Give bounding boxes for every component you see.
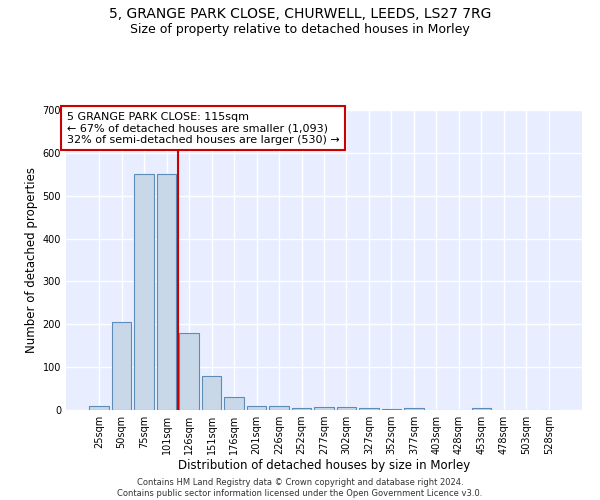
X-axis label: Distribution of detached houses by size in Morley: Distribution of detached houses by size … <box>178 458 470 471</box>
Bar <box>247 406 266 410</box>
Bar <box>112 322 131 410</box>
Bar <box>292 408 311 410</box>
Bar <box>337 406 356 410</box>
Bar <box>179 333 199 410</box>
Bar <box>157 174 176 410</box>
Text: 5, GRANGE PARK CLOSE, CHURWELL, LEEDS, LS27 7RG: 5, GRANGE PARK CLOSE, CHURWELL, LEEDS, L… <box>109 8 491 22</box>
Bar <box>224 397 244 410</box>
Bar <box>359 408 379 410</box>
Text: 5 GRANGE PARK CLOSE: 115sqm
← 67% of detached houses are smaller (1,093)
32% of : 5 GRANGE PARK CLOSE: 115sqm ← 67% of det… <box>67 112 340 144</box>
Bar <box>134 174 154 410</box>
Text: Contains HM Land Registry data © Crown copyright and database right 2024.
Contai: Contains HM Land Registry data © Crown c… <box>118 478 482 498</box>
Bar <box>382 408 401 410</box>
Text: Size of property relative to detached houses in Morley: Size of property relative to detached ho… <box>130 22 470 36</box>
Y-axis label: Number of detached properties: Number of detached properties <box>25 167 38 353</box>
Bar <box>404 408 424 410</box>
Bar <box>269 406 289 410</box>
Bar <box>89 406 109 410</box>
Bar <box>202 376 221 410</box>
Bar <box>314 406 334 410</box>
Bar <box>472 408 491 410</box>
